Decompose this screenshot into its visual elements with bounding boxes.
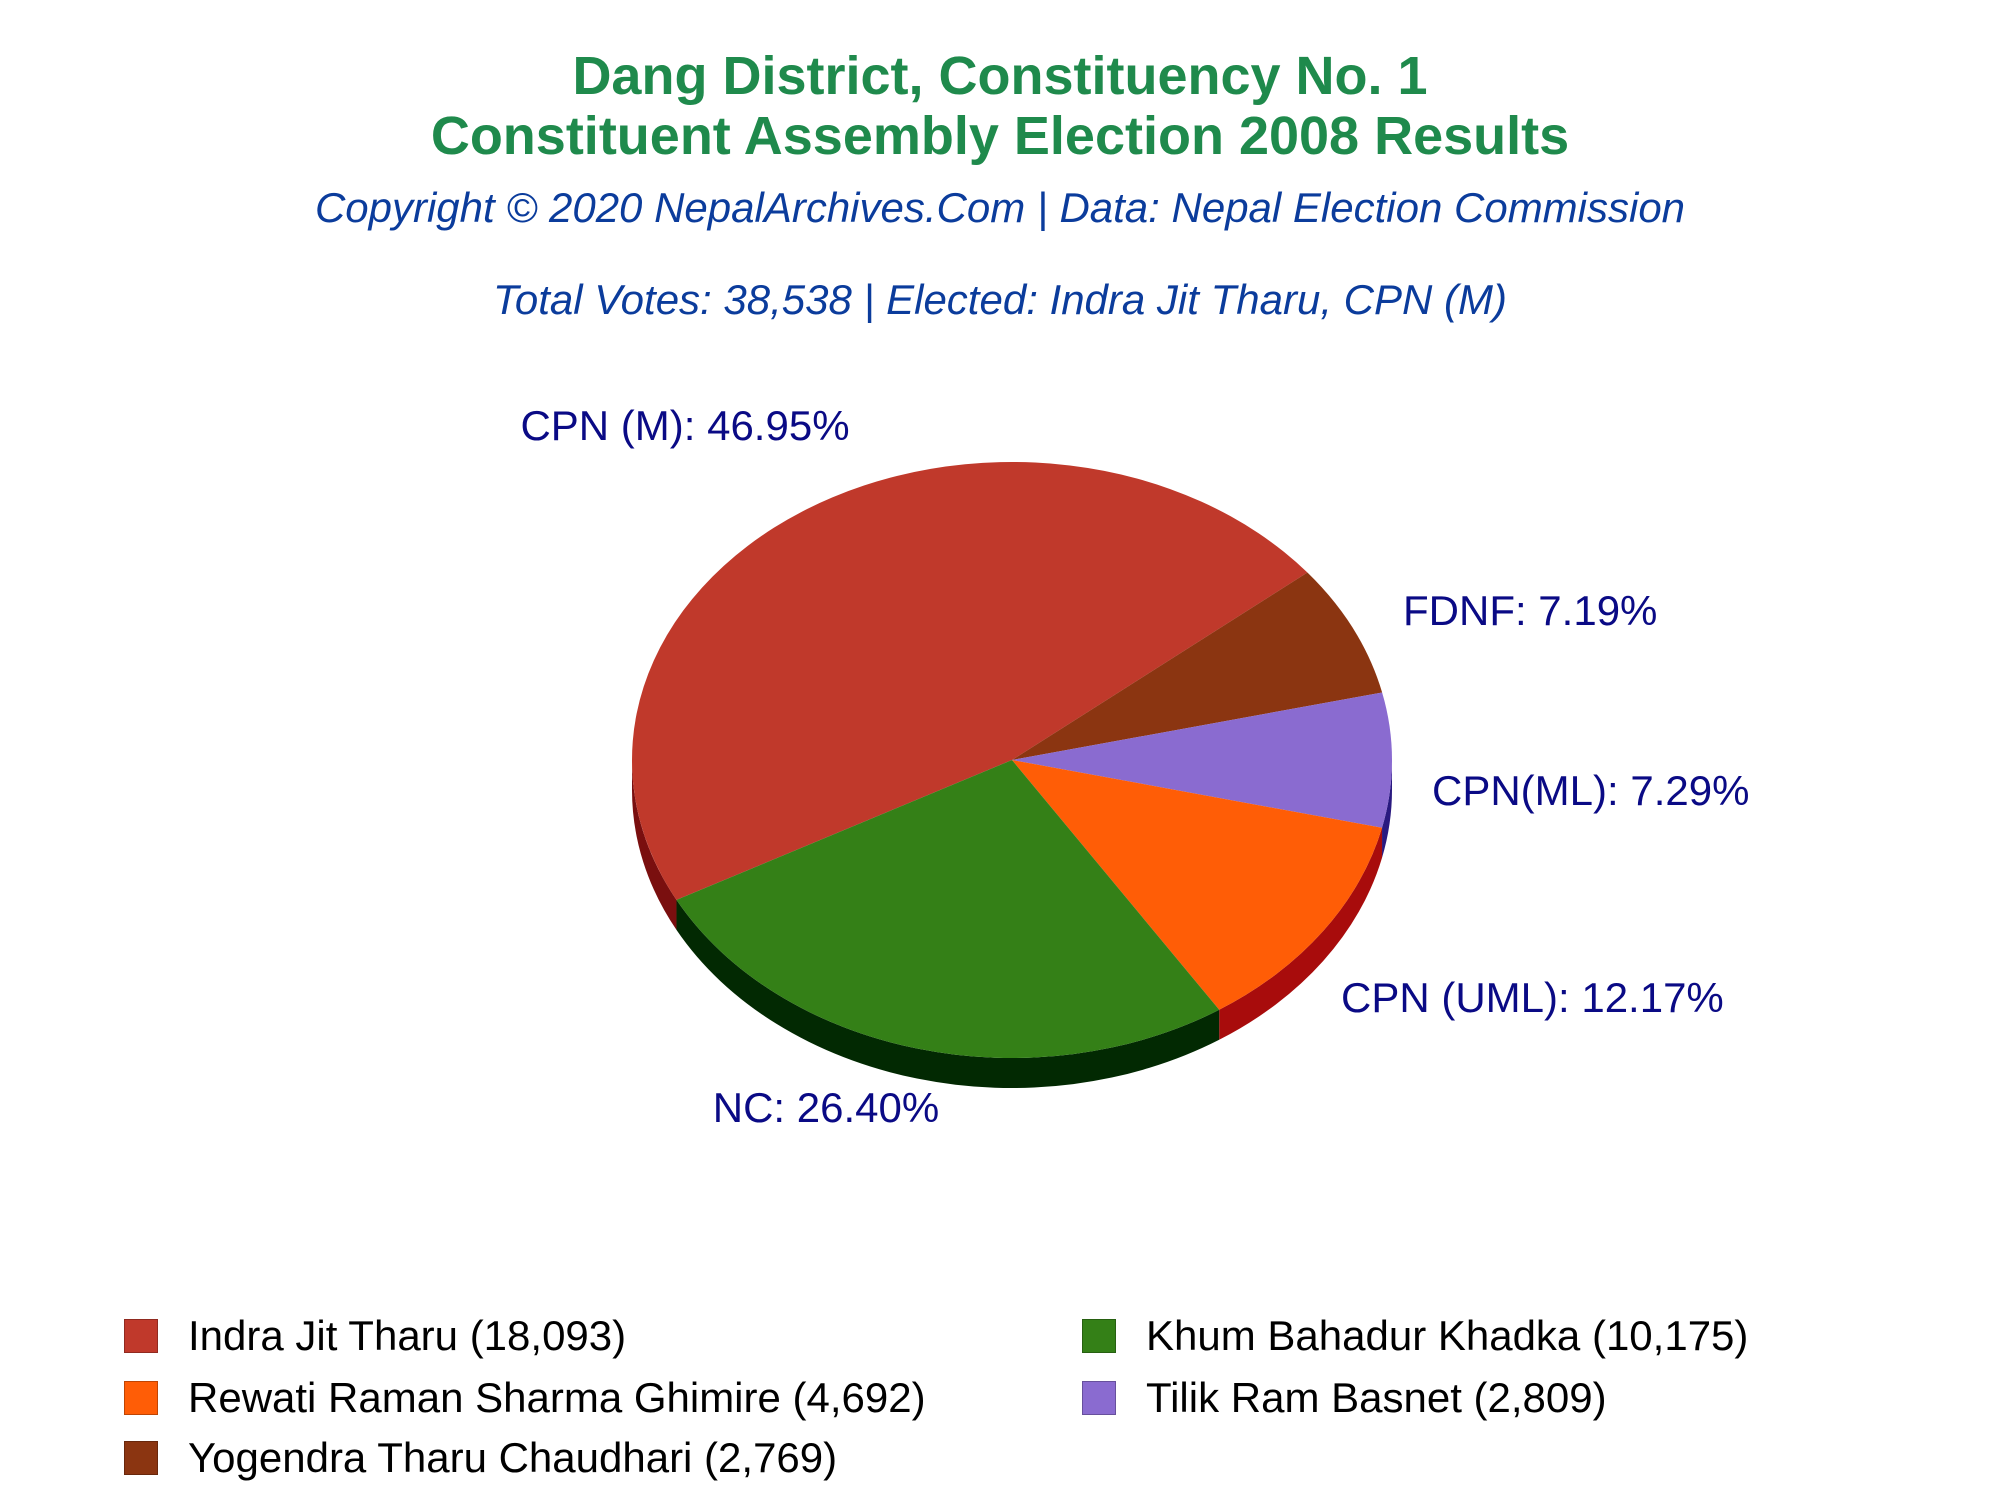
pie-slice-label: CPN (M): 46.95% [520, 402, 849, 449]
pie-slice-side [632, 760, 677, 930]
pie-labels: CPN (M): 46.95% FDNF: 7.19% CPN(ML): 7.29%… [520, 402, 1749, 1131]
legend-item: Khum Bahadur Khadka (10,175) [1082, 1308, 1748, 1364]
pie-slice-side [676, 899, 1220, 1088]
pie-slice [1012, 692, 1392, 828]
pie-slice [632, 461, 1308, 900]
legend-swatch [124, 1381, 158, 1415]
legend-item: Yogendra Tharu Chaudhari (2,769) [124, 1430, 837, 1486]
legend-label: Indra Jit Tharu (18,093) [188, 1312, 627, 1359]
chart-subtitle: Copyright © 2020 NepalArchives.Com | Dat… [314, 184, 1686, 231]
pie-slice-label: FDNF: 7.19% [1403, 587, 1657, 634]
pie-slice-label: CPN(ML): 7.29% [1432, 767, 1749, 814]
pie-slice [1012, 760, 1383, 1010]
legend-swatch [124, 1319, 158, 1353]
legend-swatch [1082, 1381, 1116, 1415]
pie-slices [632, 461, 1392, 1059]
legend-item: Tilik Ram Basnet (2,809) [1082, 1370, 1607, 1426]
legend-swatch [1082, 1319, 1116, 1353]
legend-label: Rewati Raman Sharma Ghimire (4,692) [188, 1374, 926, 1421]
legend-label: Yogendra Tharu Chaudhari (2,769) [188, 1434, 838, 1481]
pie-slice-side [1382, 760, 1392, 858]
chart-title-line1: Dang District, Constituency No. 1 [572, 46, 1428, 106]
legend-item: Indra Jit Tharu (18,093) [124, 1308, 626, 1364]
pie-slice-label: NC: 26.40% [713, 1084, 939, 1131]
legend-swatch [124, 1441, 158, 1475]
legend-label: Khum Bahadur Khadka (10,175) [1146, 1312, 1749, 1359]
legend-item: Rewati Raman Sharma Ghimire (4,692) [124, 1370, 926, 1426]
pie-3d-sides [632, 760, 1392, 1088]
pie-slice [1012, 572, 1383, 760]
pie-slice-label: CPN (UML): 12.17% [1341, 974, 1724, 1021]
pie-slice [676, 760, 1220, 1059]
pie-slice-side [1219, 827, 1383, 1040]
chart-summary: Total Votes: 38,538 | Elected: Indra Jit… [493, 276, 1507, 323]
legend-label: Tilik Ram Basnet (2,809) [1146, 1374, 1607, 1421]
chart-title-line2: Constituent Assembly Election 2008 Resul… [430, 106, 1570, 166]
